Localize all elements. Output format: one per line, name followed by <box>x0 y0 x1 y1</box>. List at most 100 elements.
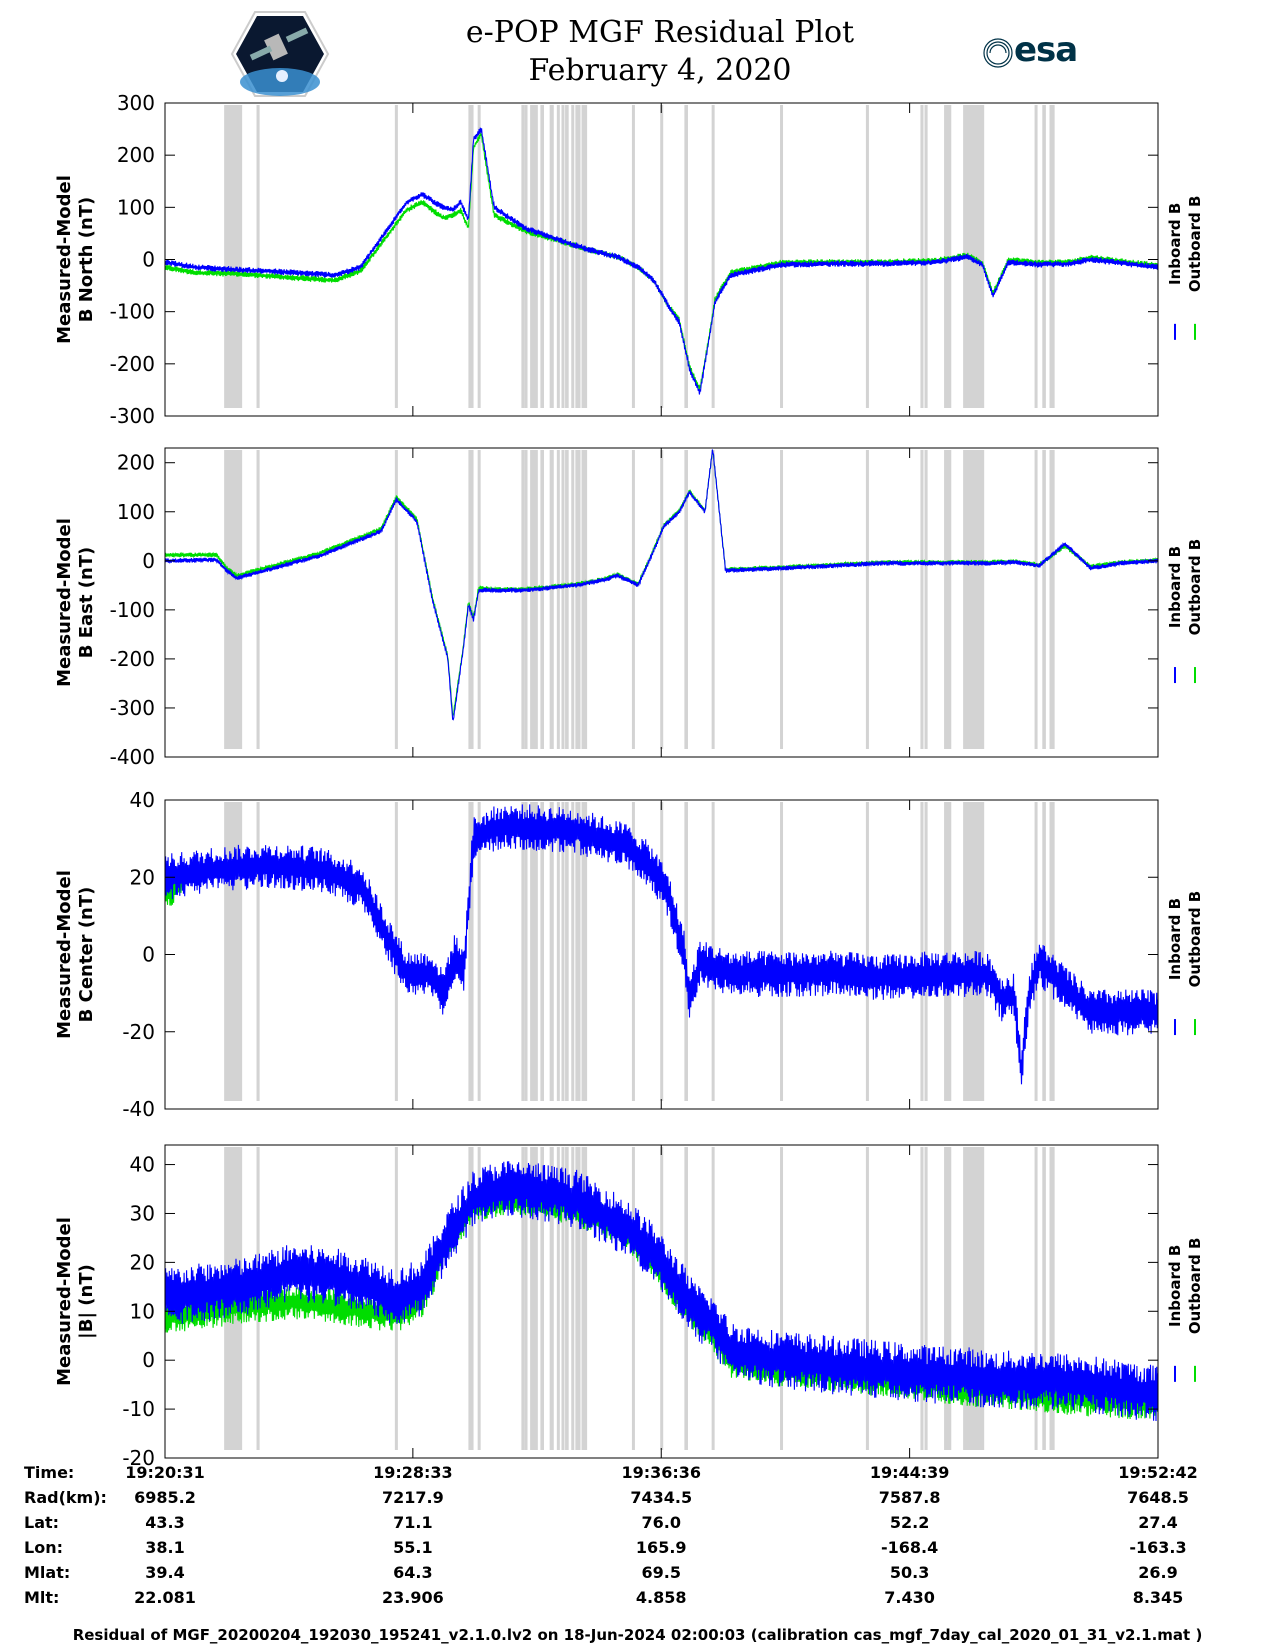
data-gap-band <box>256 802 260 1101</box>
y-tick-label: 200 <box>117 143 155 167</box>
legend-label: Outboard B <box>1186 196 1204 293</box>
data-gap-band <box>865 1147 869 1450</box>
ephemeris-cell: 27.4 <box>1138 1513 1178 1532</box>
panel-1: 300 200 100 0 -100 -200 -300 Measured-Model B No… <box>54 91 1204 428</box>
ephemeris-cell: 19:36:36 <box>621 1463 702 1482</box>
data-gap-band <box>468 450 474 749</box>
data-gap-band <box>924 1147 928 1450</box>
data-gap-band <box>477 450 481 749</box>
legend-label: Inboard B <box>1166 546 1184 628</box>
data-gap-band <box>963 450 985 749</box>
ephemeris-cell: 26.9 <box>1138 1563 1178 1582</box>
series-group <box>165 449 1158 721</box>
legend-label: Outboard B <box>1186 539 1204 636</box>
y-tick-label: -100 <box>110 300 155 324</box>
y-tick-label: -20 <box>122 1446 155 1470</box>
series-group <box>165 127 1158 395</box>
data-gap-band <box>575 1147 581 1450</box>
data-gap-band <box>1042 1147 1046 1450</box>
y-tick-label: -20 <box>122 1020 155 1044</box>
cassiope-logo-icon <box>230 11 330 97</box>
data-gap-band <box>556 802 560 1101</box>
ephemeris-cell: 7217.9 <box>381 1488 444 1507</box>
data-gap-band <box>920 1147 924 1450</box>
y-tick-label: -300 <box>110 404 155 428</box>
data-gap-band <box>556 105 560 408</box>
data-gap-band <box>684 802 688 1101</box>
data-gap-band <box>524 1147 528 1450</box>
data-gap-band <box>1042 105 1046 408</box>
y-tick-label: 10 <box>130 1299 155 1323</box>
ephemeris-cell: 76.0 <box>641 1513 681 1532</box>
data-gap-band <box>581 105 585 408</box>
data-gap-band <box>477 1147 481 1450</box>
data-gap-band <box>524 802 528 1101</box>
y-tick-label: 0 <box>142 248 155 272</box>
ephemeris-row-label: Lon: <box>24 1538 63 1557</box>
data-gap-band <box>556 450 560 749</box>
data-gap-band <box>865 105 869 408</box>
esa-logo-icon <box>983 38 1013 68</box>
data-gap-band <box>521 1147 525 1450</box>
data-gap-band <box>584 105 588 408</box>
data-gap-band <box>944 802 952 1101</box>
data-gap-band <box>394 105 398 408</box>
y-tick-label: 300 <box>117 91 155 115</box>
legend-label: Inboard B <box>1166 1245 1184 1327</box>
ephemeris-cell: -168.4 <box>880 1538 939 1557</box>
legend-label: Outboard B <box>1186 891 1204 988</box>
data-gap-band <box>1034 1147 1038 1450</box>
series-inboard-line <box>165 127 1158 395</box>
ephemeris-cell: 43.3 <box>145 1513 185 1532</box>
data-gap-band <box>530 802 538 1101</box>
series-group <box>165 1161 1158 1422</box>
data-gap-band <box>571 1147 575 1450</box>
data-gap-band <box>556 1147 560 1450</box>
data-gap-band <box>530 105 538 408</box>
esa-logo-text: esa <box>1014 30 1078 70</box>
data-gap-band <box>575 105 581 408</box>
panel-4: 40 30 20 10 0 -10 -20 Measured-Model |B| (nT) Inb… <box>54 1144 1204 1470</box>
y-tick-label: -100 <box>110 598 155 622</box>
y-axis-label: B North (nT) <box>76 197 97 323</box>
y-tick-label: 20 <box>130 865 155 889</box>
y-tick-label: -200 <box>110 647 155 671</box>
y-tick-label: 20 <box>130 1250 155 1274</box>
data-gap-band <box>1049 450 1055 749</box>
y-axis-label: |B| (nT) <box>76 1264 97 1339</box>
series-inboard-line <box>165 449 1158 721</box>
data-gap-band <box>224 105 243 408</box>
data-gap-band <box>1034 802 1038 1101</box>
data-gap-band <box>711 802 715 1101</box>
data-gap-band <box>540 802 544 1101</box>
data-gap-band <box>581 802 585 1101</box>
data-gap-band <box>581 1147 585 1450</box>
ephemeris-row-label: Rad(km): <box>24 1488 107 1507</box>
data-gap-band <box>549 105 554 408</box>
data-gap-band <box>865 802 869 1101</box>
data-gap-band <box>944 1147 952 1450</box>
y-tick-label: -10 <box>122 1397 155 1421</box>
series-inboard-line <box>165 804 1158 1085</box>
ephemeris-cell: 69.5 <box>641 1563 681 1582</box>
panel-3: 40 20 0 -20 -40 Measured-Model B Center (nT) In… <box>54 788 1204 1121</box>
data-gap-band <box>660 802 664 1101</box>
y-tick-label: 30 <box>130 1201 155 1225</box>
ephemeris-cell: 7434.5 <box>630 1488 693 1507</box>
y-tick-label: -40 <box>122 1097 155 1121</box>
data-gap-band <box>530 450 538 749</box>
data-gap-band <box>224 802 243 1101</box>
y-axis-label: B East (nT) <box>76 547 97 659</box>
data-gap-band <box>256 450 260 749</box>
data-gap-band <box>1034 450 1038 749</box>
data-gap-band <box>540 105 544 408</box>
ephemeris-cell: 39.4 <box>145 1563 185 1582</box>
y-tick-label: 0 <box>142 1348 155 1372</box>
data-gap-band <box>565 450 569 749</box>
data-gap-band <box>575 450 581 749</box>
ephemeris-cell: 71.1 <box>393 1513 433 1532</box>
data-gap-band <box>571 450 575 749</box>
series-group <box>165 804 1158 1085</box>
data-gap-band <box>780 802 784 1101</box>
data-gap-band <box>920 802 924 1101</box>
